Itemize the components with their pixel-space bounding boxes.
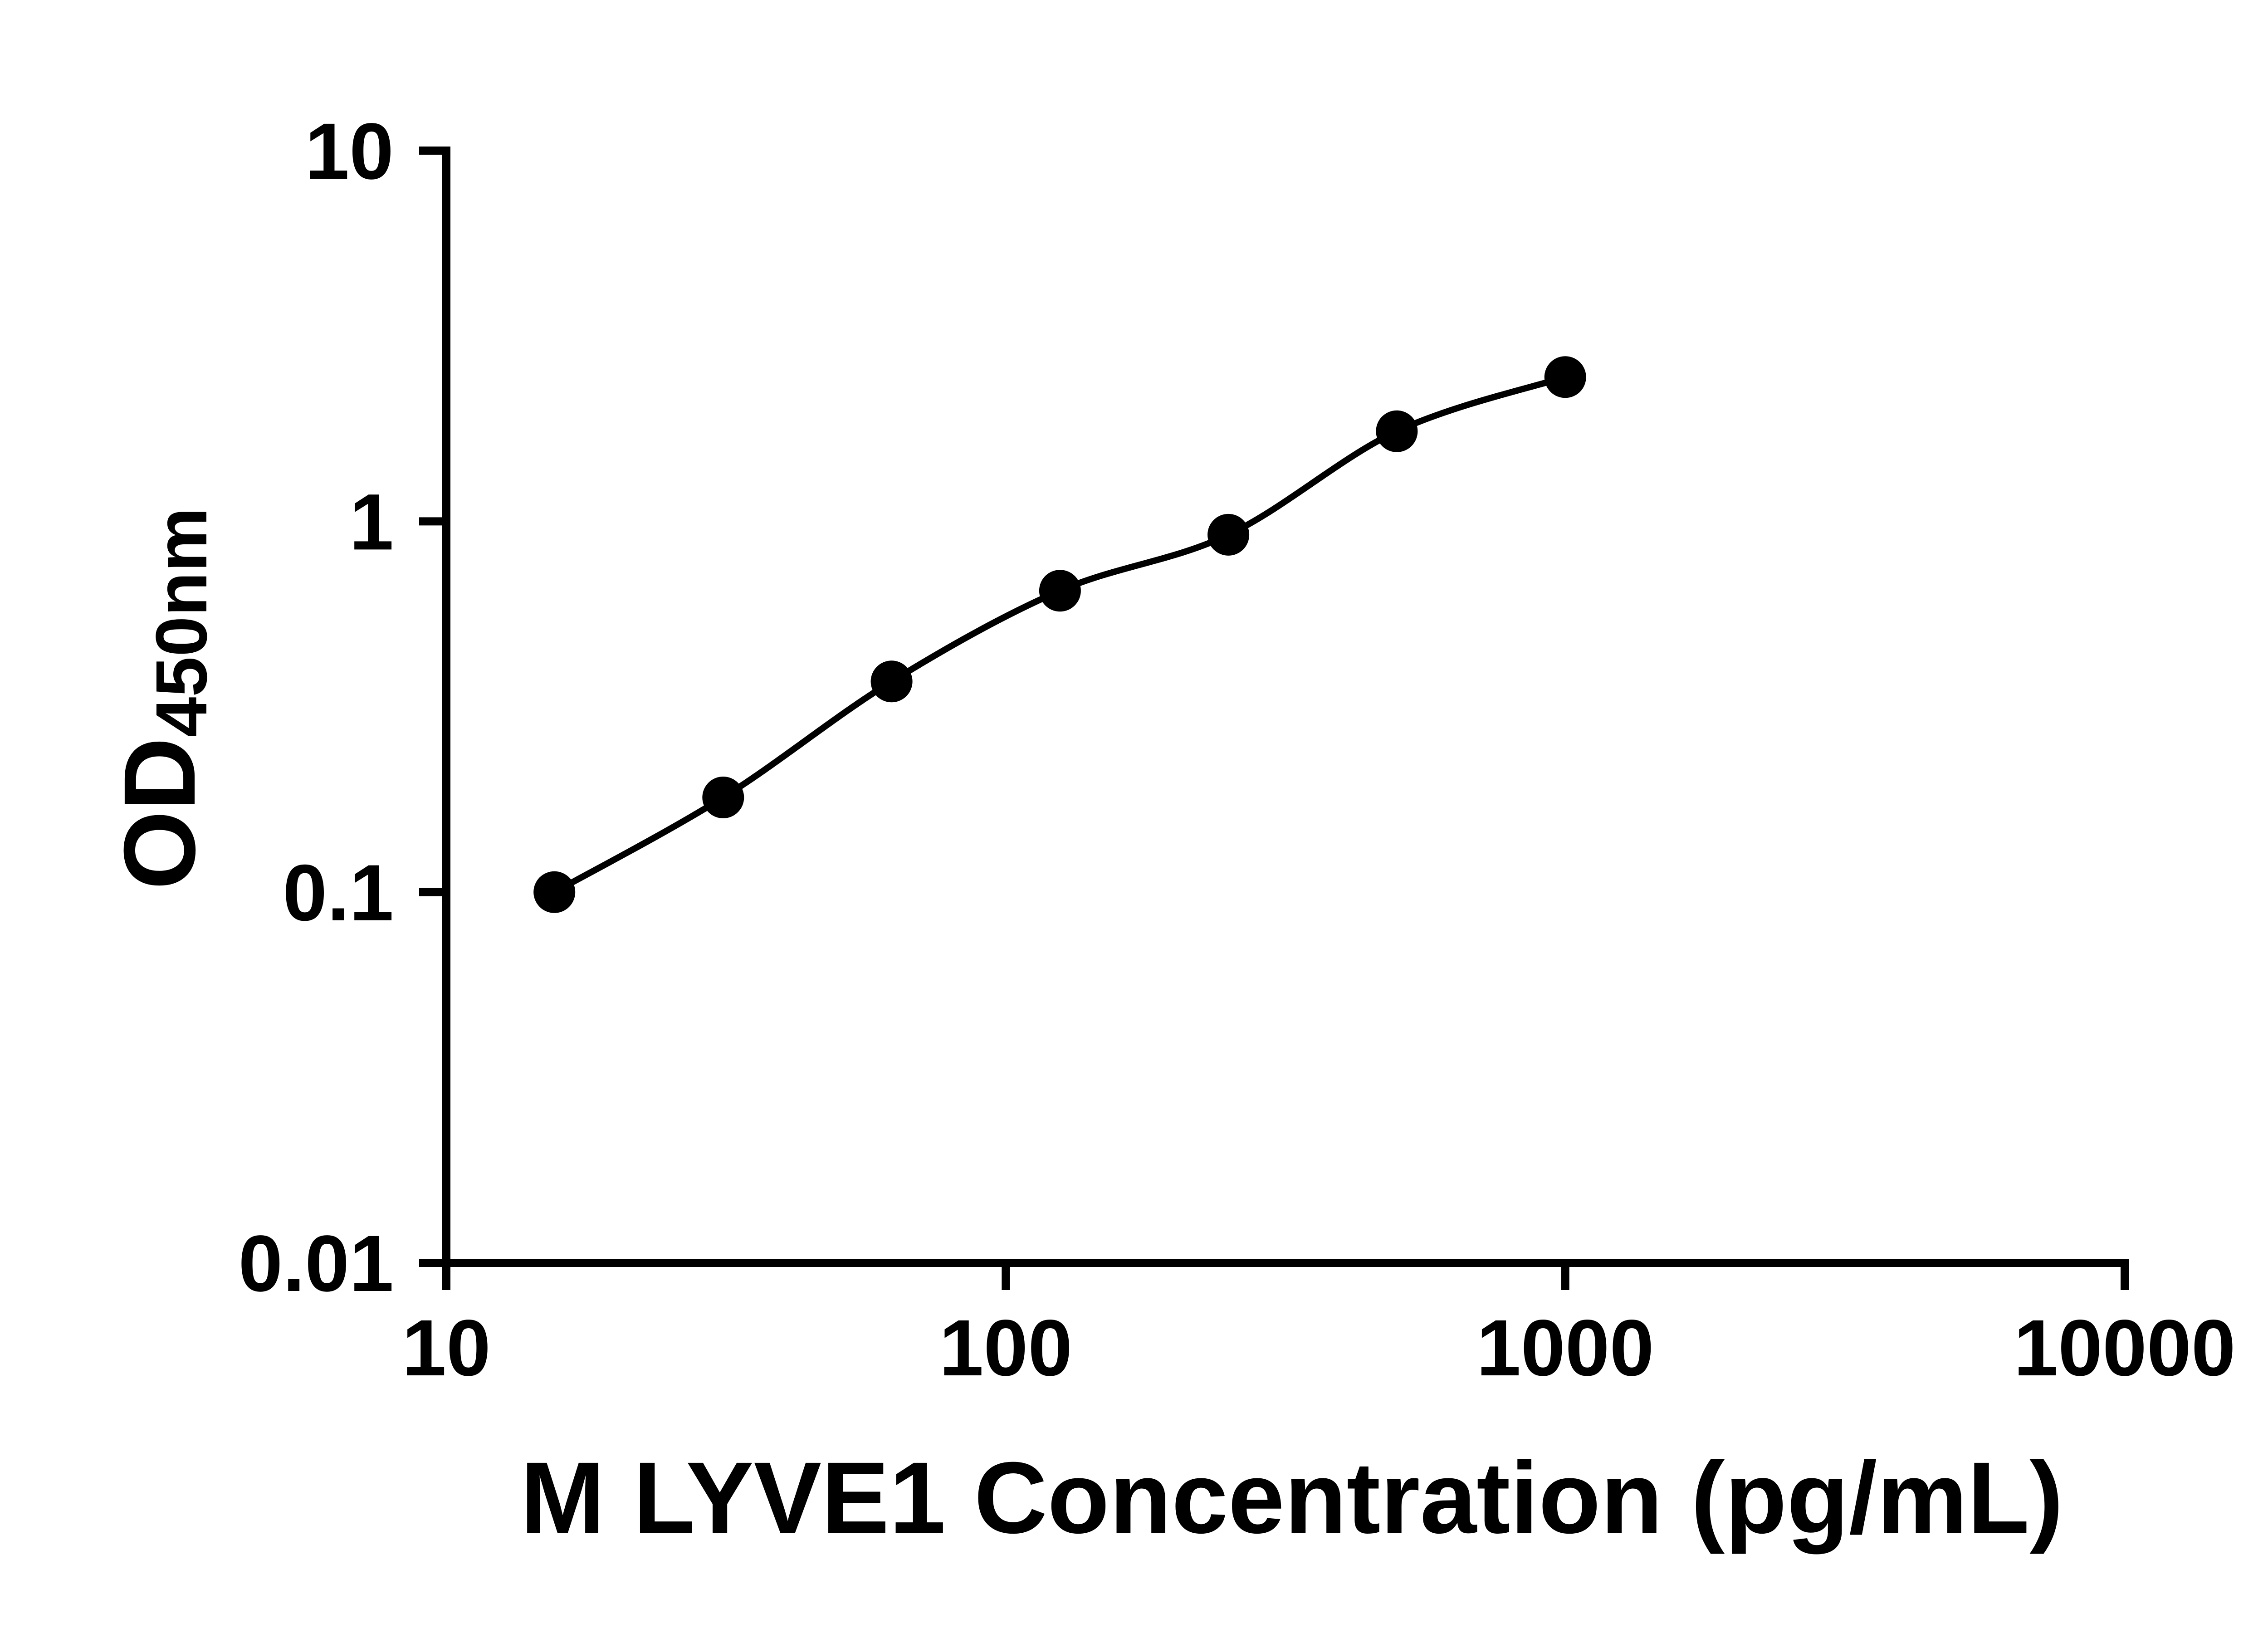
x-axis-tick-label: 1000 [1476,1304,1654,1393]
x-axis-tick-label: 10000 [2014,1304,2235,1393]
data-point [1207,513,1250,556]
x-axis-tick-label: 100 [939,1304,1073,1393]
series-curve [552,374,1566,895]
y-axis-tick-label: 1 [349,478,394,567]
y-axis-title-text: OD [103,737,216,890]
data-point [870,660,913,703]
data-point [702,777,744,818]
y-axis-title: OD450nm [103,508,222,890]
y-axis-title-subscript: 450nm [140,507,222,738]
data-point [1376,410,1418,452]
x-axis-tick-label: 10 [402,1304,491,1393]
y-axis-tick-label: 10 [305,107,394,196]
data-point [1039,570,1081,612]
y-axis-tick-label: 0.1 [283,849,394,938]
y-axis-tick-label: 0.01 [238,1219,394,1308]
axis-lines [442,147,2129,1267]
x-axis-title: M LYVE1 Concentration (pg/mL) [520,1441,2063,1555]
data-point [533,871,576,913]
data-point [1544,356,1586,398]
